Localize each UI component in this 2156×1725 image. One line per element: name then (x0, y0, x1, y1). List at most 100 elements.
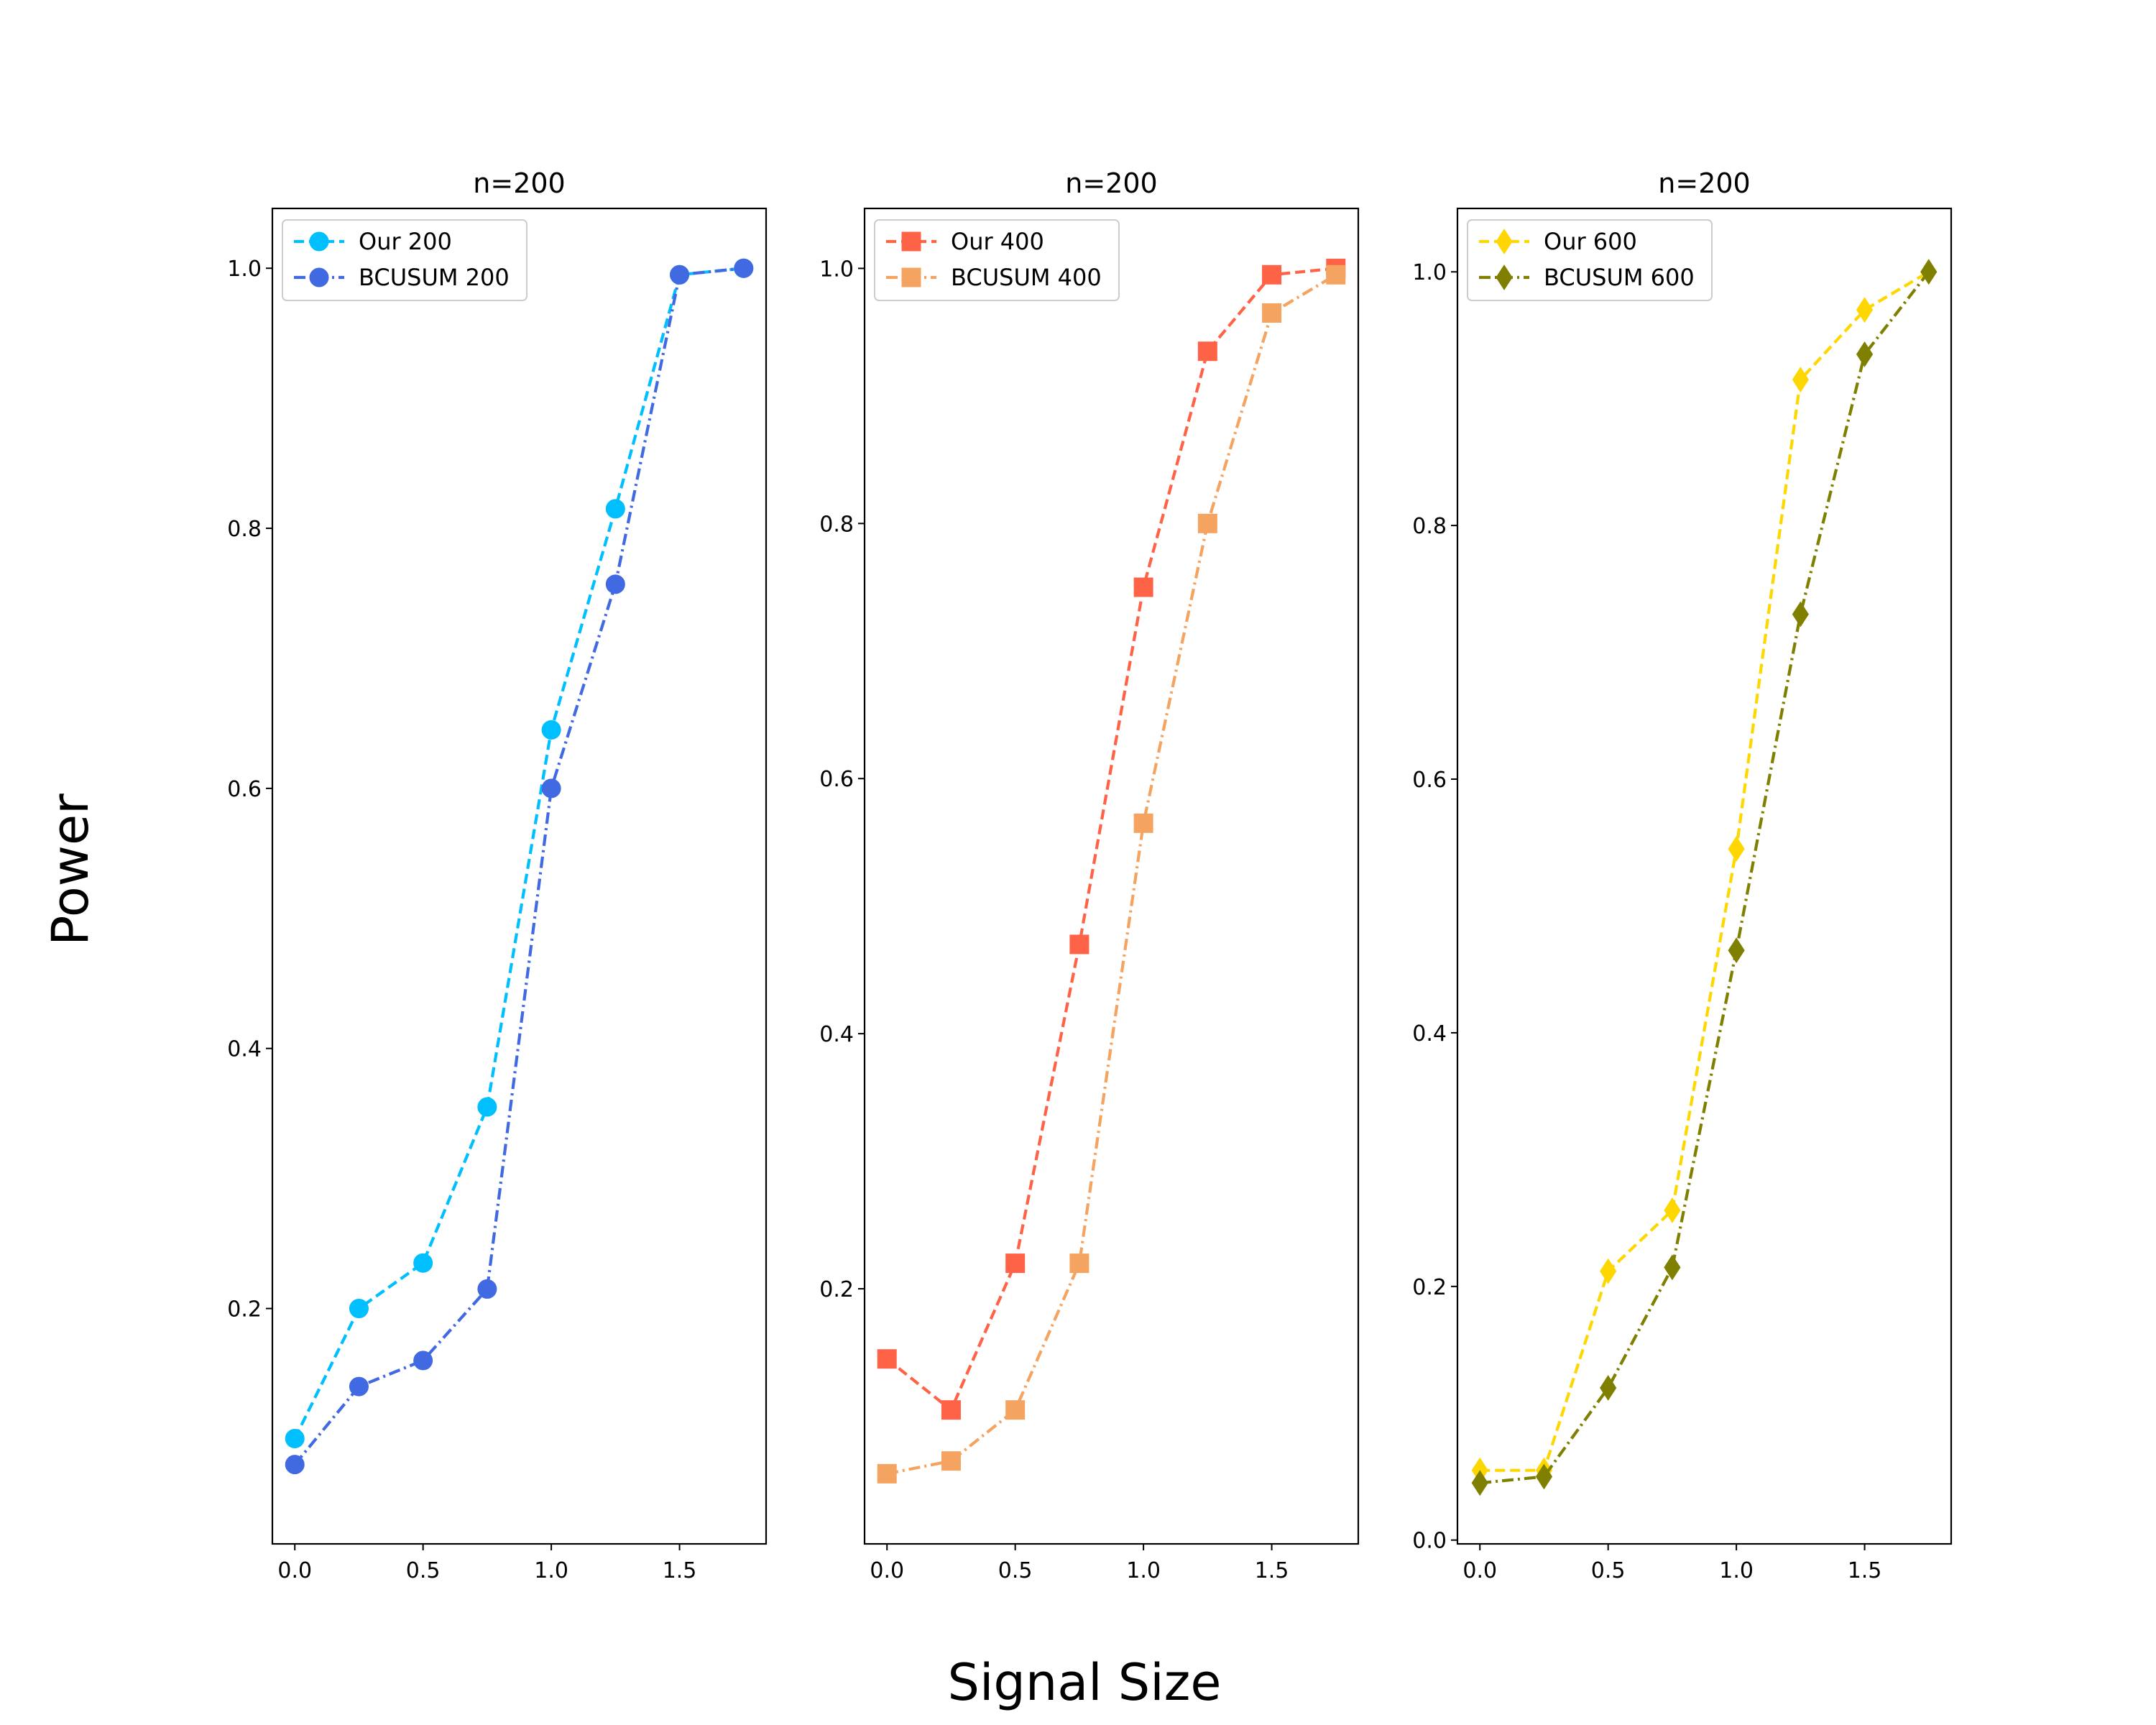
series-line-2 (886, 273, 1337, 1476)
data-point (1069, 1254, 1089, 1274)
x-tick-label: 1.0 (1719, 1558, 1754, 1583)
data-point (1133, 813, 1153, 833)
y-tick-label: 0.6 (227, 777, 262, 802)
data-point (1069, 934, 1089, 954)
chart-panel-2: n=200 0.0 0.5 1.0 1.5 0.2 0.4 0.6 0.8 1.0 Our 400 B… (819, 167, 1360, 1583)
data-point (413, 1253, 433, 1273)
data-point (1197, 513, 1217, 533)
y-tick-label: 1.0 (227, 257, 262, 282)
y-tick-label: 0.6 (819, 767, 854, 792)
y-tick-label: 0.0 (1412, 1529, 1447, 1554)
data-point (941, 1451, 961, 1471)
data-point (1535, 1463, 1553, 1490)
data-point (1471, 1470, 1488, 1496)
legend-label: BCUSUM 400 (951, 264, 1102, 291)
legend-label: Our 400 (951, 228, 1044, 255)
data-point (877, 1349, 897, 1369)
x-tick-label: 1.0 (1126, 1558, 1161, 1583)
y-tick-label: 0.4 (1412, 1021, 1447, 1046)
legend: Our 600 BCUSUM 600 (1467, 219, 1713, 301)
data-point (1792, 367, 1809, 393)
x-tick-label: 0.0 (277, 1558, 312, 1583)
x-tick-label: 1.5 (663, 1558, 697, 1583)
y-tick-label: 1.0 (1412, 260, 1447, 285)
data-point (941, 1400, 961, 1420)
x-tick-label: 0.5 (1591, 1558, 1626, 1583)
figure-ylabel: Power (41, 794, 100, 946)
plot-frame (1456, 207, 1953, 1545)
data-point (1600, 1375, 1617, 1401)
legend: Our 400 BCUSUM 400 (874, 219, 1120, 301)
data-point (1664, 1197, 1681, 1223)
series-line-1 (1480, 270, 1930, 1472)
legend-marker (901, 267, 921, 288)
panel-title: n=200 (473, 167, 565, 199)
data-point (605, 499, 625, 519)
x-tick-label: 0.0 (1462, 1558, 1497, 1583)
legend-marker (1496, 264, 1513, 290)
data-point (877, 1463, 897, 1484)
y-tick-label: 0.2 (819, 1277, 854, 1302)
data-point (1005, 1254, 1026, 1274)
series-line-1 (293, 267, 745, 1440)
data-point (1728, 836, 1745, 862)
plot-frame (271, 207, 768, 1545)
x-tick-label: 0.5 (406, 1558, 441, 1583)
data-point (1600, 1258, 1617, 1284)
data-point (1005, 1400, 1026, 1420)
data-point (670, 264, 690, 285)
series-line-1 (885, 267, 1337, 1413)
data-point (541, 719, 561, 740)
data-point (1920, 259, 1938, 285)
x-tick-label: 0.5 (998, 1558, 1033, 1583)
legend-label: BCUSUM 600 (1544, 264, 1695, 291)
panel-title: n=200 (1065, 167, 1157, 199)
data-point (1133, 577, 1153, 597)
data-point (1728, 937, 1745, 964)
panel-title: n=200 (1658, 167, 1750, 199)
data-point (349, 1299, 369, 1319)
y-tick-label: 0.8 (227, 517, 262, 542)
plot-frame (863, 207, 1360, 1545)
y-tick-label: 0.8 (819, 512, 854, 537)
data-point (477, 1097, 497, 1117)
legend-marker (901, 231, 921, 252)
legend-marker (1496, 229, 1513, 254)
x-tick-label: 1.0 (534, 1558, 568, 1583)
y-tick-label: 0.4 (227, 1037, 262, 1062)
chart-panel-1: n=200 0.0 0.5 1.0 1.5 0.2 0.4 0.6 0.8 1.0 Our 200 B… (227, 167, 768, 1583)
data-point (413, 1351, 433, 1371)
y-tick-label: 0.2 (1412, 1275, 1447, 1300)
data-point (541, 778, 561, 799)
data-point (605, 574, 625, 594)
y-tick-label: 0.6 (1412, 768, 1447, 793)
data-point (1262, 303, 1282, 323)
data-point (1197, 341, 1217, 362)
data-point (1664, 1254, 1681, 1281)
x-tick-label: 1.5 (1255, 1558, 1289, 1583)
data-point (1262, 264, 1282, 285)
data-point (734, 258, 754, 278)
y-tick-label: 1.0 (819, 257, 854, 282)
series-line-2 (1479, 270, 1930, 1485)
legend-marker (309, 231, 329, 252)
data-point (1326, 264, 1346, 285)
y-tick-label: 0.4 (819, 1022, 854, 1047)
data-point (1856, 297, 1874, 323)
x-tick-label: 0.0 (870, 1558, 904, 1583)
x-tick-label: 1.5 (1848, 1558, 1882, 1583)
data-point (1792, 601, 1809, 627)
legend-label: BCUSUM 200 (359, 264, 510, 291)
y-tick-label: 0.8 (1412, 514, 1447, 539)
figure-xlabel: Signal Size (948, 1653, 1222, 1712)
y-tick-label: 0.2 (227, 1297, 262, 1322)
data-point (349, 1376, 369, 1397)
chart-panel-3: n=200 0.0 0.5 1.0 1.5 0.0 0.2 0.4 0.6 0.8 1.0 Our 6… (1412, 167, 1953, 1583)
data-point (285, 1428, 305, 1448)
data-point (285, 1455, 305, 1475)
legend: Our 200 BCUSUM 200 (282, 219, 528, 301)
legend-label: Our 200 (359, 228, 452, 255)
data-point (477, 1279, 497, 1299)
data-point (1856, 341, 1874, 367)
